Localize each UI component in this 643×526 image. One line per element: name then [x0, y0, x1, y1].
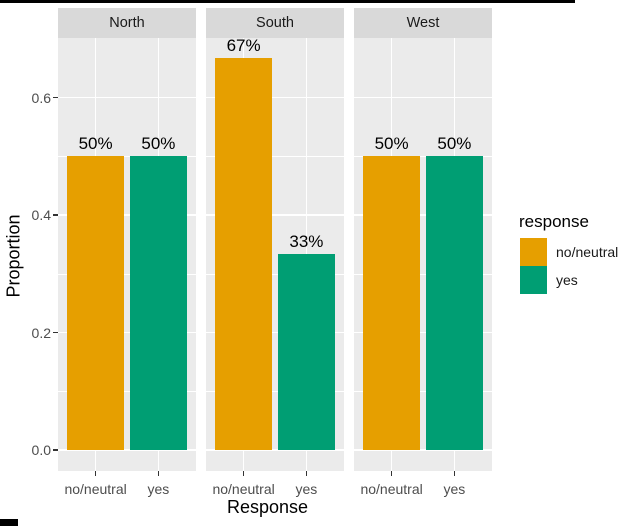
- gridline-major: [58, 331, 196, 334]
- gridline-minor: [206, 391, 344, 393]
- y-tick-label: 0.2: [31, 324, 51, 341]
- gridline-major: [206, 214, 344, 216]
- facet-strip-label: West: [406, 15, 440, 31]
- x-axis-tick: [157, 471, 160, 476]
- facet-strip: North: [58, 8, 196, 38]
- x-axis-title: Response: [226, 497, 309, 517]
- x-axis-tick: [94, 471, 97, 476]
- bar-yes: [130, 156, 187, 450]
- facet-panel: 50% 50%: [354, 38, 492, 471]
- x-axis-tick: [305, 471, 308, 476]
- x-tick-label: no/neutral: [64, 481, 127, 497]
- bar-value-label: 50%: [78, 134, 113, 154]
- facet-strip: South: [206, 8, 344, 38]
- gridline-minor: [206, 273, 344, 275]
- gridline-minor: [354, 391, 492, 393]
- x-axis-tick: [390, 471, 393, 476]
- legend-key-swatch: [520, 238, 547, 266]
- bar-noneutral: [363, 156, 420, 450]
- gridline-major: [58, 214, 196, 216]
- facet-panel: 50% 50%: [58, 38, 196, 471]
- gridline-major: [206, 96, 344, 99]
- bar-value-label: 50%: [141, 134, 176, 154]
- gridline-major: [354, 214, 492, 216]
- bar-value-label: 67%: [226, 38, 261, 56]
- y-axis-tick: [53, 214, 58, 216]
- y-axis-tick: [53, 331, 58, 334]
- x-tick-label: no/neutral: [212, 481, 275, 497]
- bar-value-label: 33%: [289, 232, 324, 252]
- x-axis-tick: [453, 471, 456, 476]
- gridline-major: [354, 449, 492, 451]
- bar-value-label: 50%: [374, 134, 409, 154]
- facet-panel: 67% 33%: [206, 38, 344, 471]
- window-border-top: [0, 0, 575, 3]
- bar-noneutral: [67, 156, 124, 450]
- y-tick-label: 0.0: [31, 442, 51, 458]
- y-tick-label: 0.6: [31, 89, 51, 106]
- gridline-major: [58, 449, 196, 451]
- x-axis-tick: [242, 471, 245, 476]
- gridline-major: [58, 96, 196, 99]
- y-tick-label: 0.4: [31, 207, 51, 223]
- gridline-minor: [354, 273, 492, 275]
- x-tick-label: yes: [295, 481, 318, 497]
- y-axis-tick: [53, 449, 58, 451]
- gridline-major: [206, 331, 344, 334]
- gridline-major: [206, 449, 344, 451]
- x-tick-label: yes: [147, 481, 170, 497]
- gridline-minor: [354, 156, 492, 158]
- bar-yes: [426, 156, 483, 450]
- gridline-minor: [58, 391, 196, 393]
- bar-yes: [278, 254, 335, 450]
- legend-item-label: yes: [556, 272, 578, 288]
- facet-strip-label: South: [256, 15, 294, 31]
- gridline-major: [354, 96, 492, 99]
- gridline-minor: [206, 156, 344, 158]
- facet-strip: West: [354, 8, 492, 38]
- bar-noneutral: [215, 58, 272, 450]
- gridline-major: [354, 331, 492, 334]
- gridline-minor: [58, 273, 196, 275]
- legend-item-label: no/neutral: [556, 244, 619, 260]
- legend-title: response: [519, 212, 589, 231]
- window-border-bottom-left: [0, 519, 18, 526]
- gridline-minor: [58, 156, 196, 158]
- y-axis-tick: [53, 96, 58, 99]
- legend-key-swatch: [520, 266, 547, 294]
- bar-value-label: 50%: [437, 134, 472, 154]
- x-tick-label: yes: [443, 481, 466, 497]
- x-tick-label: no/neutral: [360, 481, 423, 497]
- facet-strip-label: North: [109, 15, 145, 31]
